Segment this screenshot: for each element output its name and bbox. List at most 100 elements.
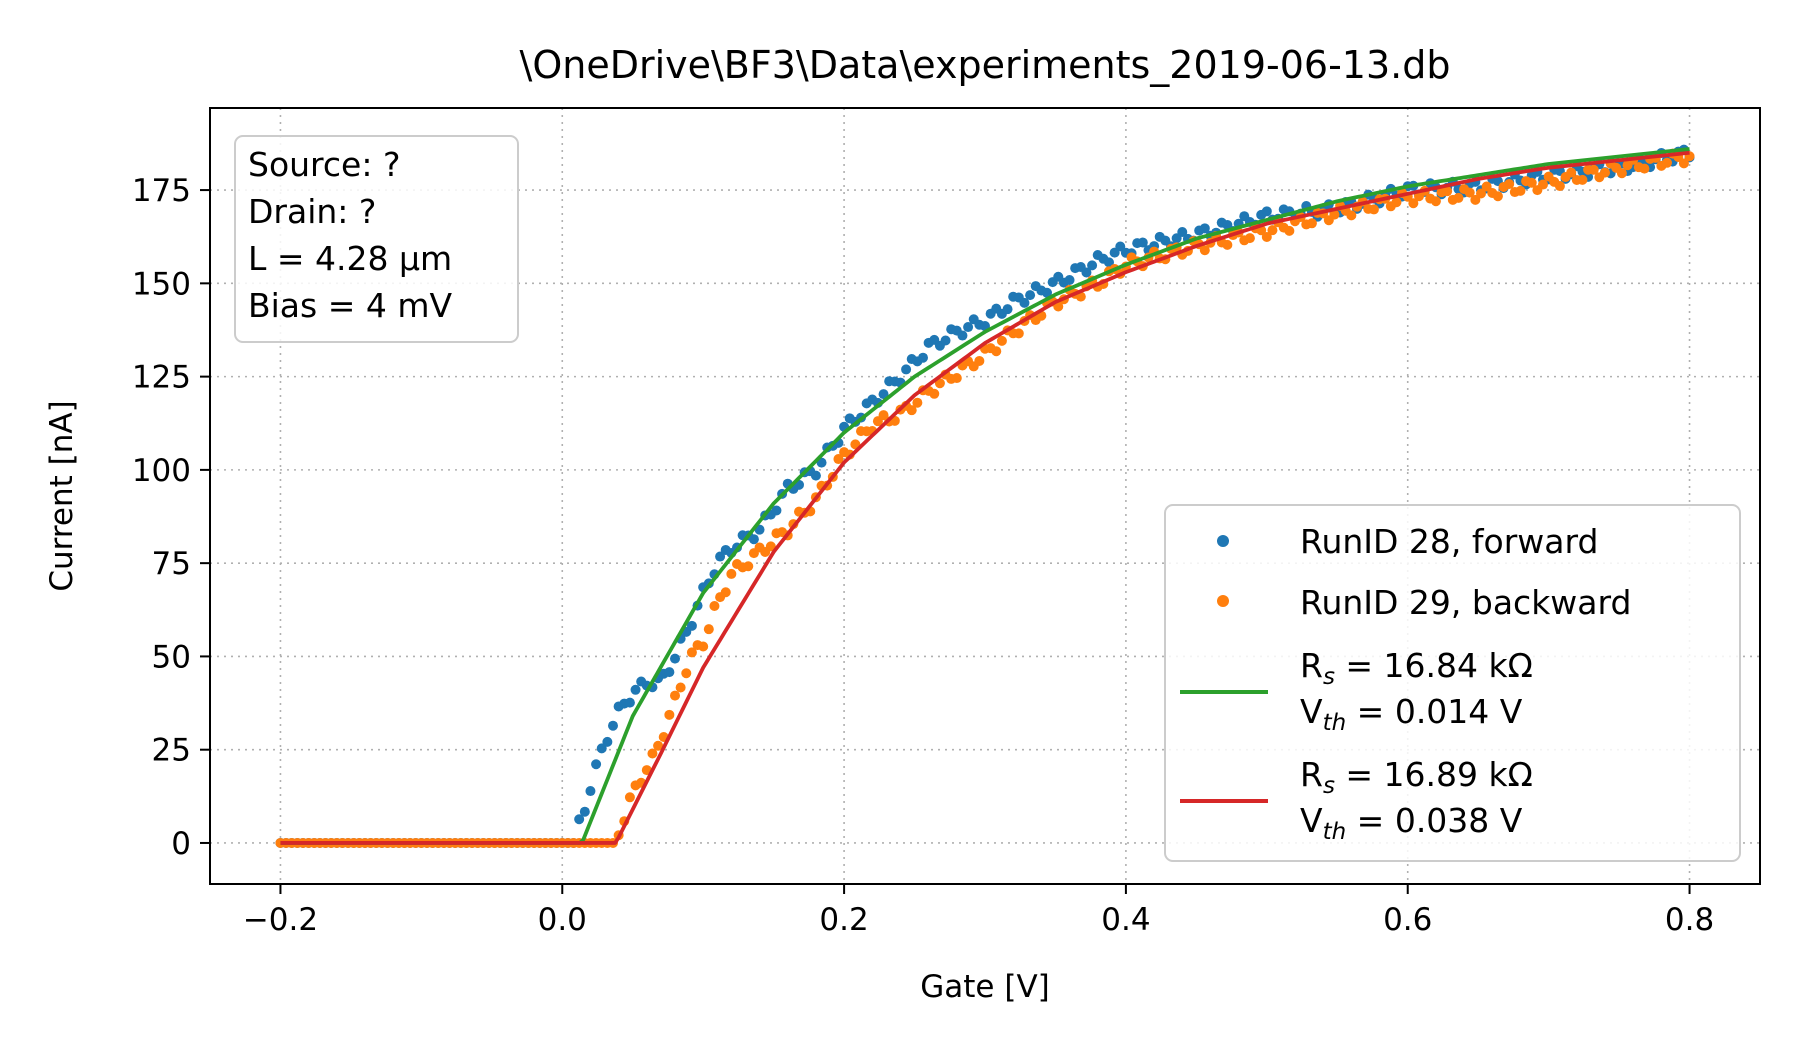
data-point [1600,167,1610,178]
data-point [664,667,675,678]
data-point [810,470,821,481]
data-point [1002,304,1013,315]
data-point [974,355,985,366]
data-point [1042,287,1052,298]
data-point [1430,196,1441,207]
data-point [1678,158,1689,169]
data-point [957,330,968,341]
data-point [1616,168,1627,179]
data-point [906,405,917,416]
legend-label-forward: RunID 28, forward [1300,522,1598,561]
data-point [1566,167,1577,178]
y-axis-ticks: 0 25 50 75 100 125 150 175 [132,173,210,862]
data-point [833,454,844,465]
data-point [596,743,607,754]
data-point [1261,231,1272,242]
data-point [991,346,1002,357]
data-point [1554,181,1565,192]
data-point [1464,187,1475,198]
y-tick-label: 0 [171,826,191,862]
data-point [1306,218,1317,229]
data-point [585,786,596,797]
legend-marker-backward [1217,595,1229,607]
data-point [1481,181,1492,192]
data-point [1639,163,1650,174]
data-point [1408,198,1419,209]
data-point [1025,290,1036,301]
legend: RunID 28, forward RunID 29, backward Rs … [1164,504,1741,862]
data-point [670,653,680,664]
data-point [608,720,618,731]
x-tick-label: 0.6 [1383,902,1432,938]
data-point [698,641,709,652]
data-point [664,709,675,720]
y-tick-label: 125 [132,360,191,396]
data-point [1087,260,1098,271]
data-point [771,505,782,516]
y-tick-label: 25 [152,733,191,769]
plot-data [275,144,1695,848]
y-tick-label: 75 [152,546,191,582]
data-point [1064,275,1075,285]
legend-label-fit-forward-rs: Rs = 16.84 kΩ [1300,646,1533,690]
data-point [1442,186,1453,197]
data-point [1577,174,1588,185]
legend-label-fit-backward-vth: Vth = 0.038 V [1300,801,1523,845]
data-point [1391,197,1402,208]
data-point [681,668,692,679]
data-point [675,682,686,693]
data-point [743,561,754,572]
x-tick-label: 0.0 [538,902,587,938]
y-axis-label: Current [nA] [44,400,80,591]
y-tick-label: 50 [152,639,191,675]
data-point [1504,179,1515,190]
data-point [1081,267,1092,278]
data-point [574,814,585,825]
data-point [1199,245,1210,256]
data-point [1346,210,1357,221]
data-point [1526,177,1537,188]
data-point [1199,223,1210,234]
legend-frame [1164,504,1741,862]
series-r-s-16-89-k-v-th-0-038-v [280,150,1690,845]
data-point [720,587,731,598]
x-tick-label: 0.2 [819,902,868,938]
x-axis-label: Gate [V] [920,969,1050,1005]
data-point [1222,239,1233,250]
data-point [996,335,1007,346]
info-length: L = 4.28 μm [248,239,452,278]
data-point [912,397,923,408]
data-point [653,740,664,751]
data-point [1013,328,1024,339]
data-point [1261,206,1272,217]
plot-frame [209,107,1761,885]
data-point [715,551,726,562]
info-box: Source: ? Drain: ? L = 4.28 μm Bias = 4 … [234,135,519,343]
y-tick-label: 175 [132,173,191,209]
info-box-frame [234,135,519,343]
data-point [1284,225,1295,236]
legend-label-fit-forward-vth: Vth = 0.014 V [1300,692,1523,736]
data-point [929,388,940,399]
data-point [709,600,720,611]
data-point [1538,179,1548,190]
y-tick-label: 150 [132,266,191,302]
data-point [630,684,641,695]
data-point [1104,257,1114,268]
data-point [878,389,889,400]
series-runid-29-backward [275,148,1695,848]
info-bias: Bias = 4 mV [248,286,452,325]
x-tick-label: −0.2 [243,902,318,938]
data-point [940,335,951,346]
data-point [1492,191,1503,202]
data-point [1244,233,1255,244]
data-point [703,624,714,635]
fit-curve [280,150,1690,845]
x-tick-label: 0.8 [1665,902,1714,938]
info-drain: Drain: ? [248,192,376,231]
data-point [951,373,962,384]
data-point [591,759,602,770]
data-point [1662,157,1672,168]
data-point [765,541,776,552]
